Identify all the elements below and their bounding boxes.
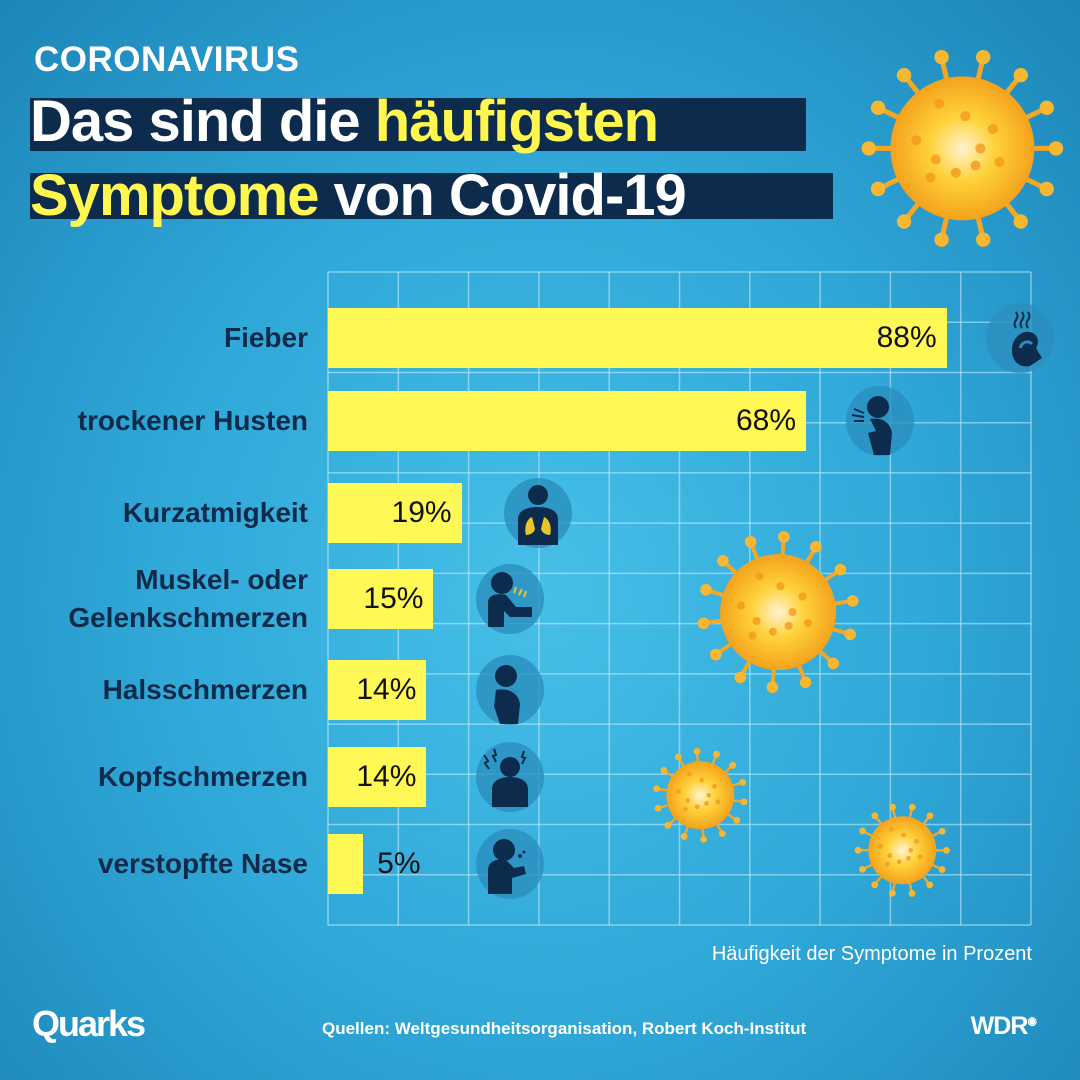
category-label: verstopfte Nase — [8, 845, 308, 883]
value-label: 19% — [391, 496, 452, 529]
bar — [328, 308, 947, 368]
title-white: von Covid-19 — [318, 163, 687, 228]
x-axis-title: Häufigkeit der Symptome in Prozent — [711, 943, 1032, 965]
bar — [328, 834, 364, 894]
sore-throat-icon — [474, 654, 546, 726]
shortness-of-breath-lungs-icon — [502, 477, 574, 549]
wdr-logo-text: WDR — [970, 1012, 1029, 1040]
value-label: 14% — [356, 760, 417, 793]
category-label-line: Gelenkschmerzen — [68, 602, 308, 633]
category-label: Kurzatmigkeit — [8, 494, 308, 532]
category-label-line: Halsschmerzen — [102, 674, 308, 705]
category-label-line: Fieber — [223, 322, 308, 353]
title-band-1 — [30, 98, 806, 151]
category-label: Muskel- oder Gelenkschmerzen — [8, 561, 308, 637]
stuffy-nose-icon — [474, 828, 546, 900]
value-label: 88% — [876, 321, 937, 354]
muscle-joint-pain-icon — [474, 563, 546, 635]
kicker-label: CORONAVIRUS — [34, 40, 300, 79]
category-label: trockener Husten — [8, 402, 308, 440]
sources-text: Quellen: Weltgesundheitsorganisation, Ro… — [322, 1019, 807, 1038]
wdr-logo: WDR◉ — [970, 1012, 1037, 1040]
value-label: 68% — [736, 404, 797, 437]
value-label: 5% — [377, 847, 421, 880]
value-label: 15% — [363, 582, 424, 615]
category-label-line: Muskel- oder — [135, 564, 308, 595]
title-highlight: häufigsten — [374, 89, 659, 154]
title-band-2 — [30, 173, 833, 219]
title-white: Das sind die — [30, 89, 375, 154]
virus-icon — [694, 528, 862, 701]
title-highlight: Symptome — [30, 163, 320, 228]
value-label: 14% — [356, 673, 417, 706]
category-label: Halsschmerzen — [8, 671, 308, 709]
category-label-line: Kurzatmigkeit — [122, 497, 308, 528]
category-label: Kopfschmerzen — [8, 758, 308, 796]
headache-icon — [474, 741, 546, 813]
fever-thermometer-icon — [984, 302, 1056, 374]
category-label: Fieber — [8, 319, 308, 357]
virus-icon — [853, 801, 952, 905]
virus-icon — [858, 44, 1067, 258]
virus-icon — [651, 746, 750, 850]
title-line-1: Das sind die häufigsten — [30, 88, 659, 155]
category-label-line: Kopfschmerzen — [97, 761, 308, 792]
quarks-logo: Quarks — [32, 1003, 146, 1044]
bar — [328, 391, 807, 451]
dry-cough-icon — [844, 385, 916, 457]
category-label-line: trockener Husten — [77, 405, 308, 436]
category-label-line: verstopfte Nase — [97, 848, 308, 879]
bar — [328, 660, 427, 720]
title-line-2: Symptome von Covid-19 — [30, 162, 687, 229]
bar — [328, 569, 434, 629]
bar — [328, 747, 427, 807]
bar — [328, 483, 462, 543]
